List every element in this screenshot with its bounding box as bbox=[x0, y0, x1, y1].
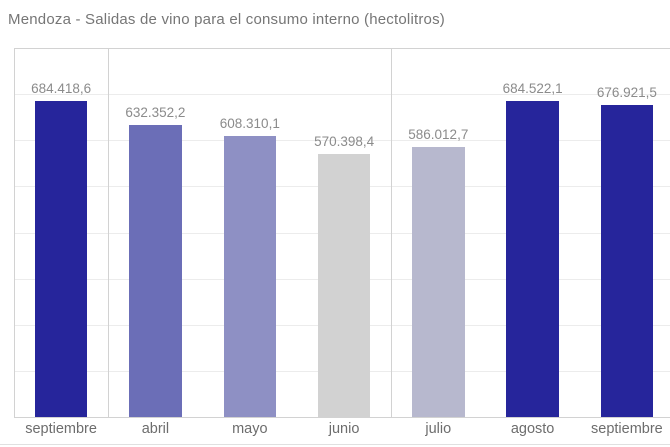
bar-value-label: 570.398,4 bbox=[314, 133, 375, 149]
bar-value-label: 684.522,1 bbox=[502, 81, 563, 97]
bar-value-label: 684.418,6 bbox=[31, 81, 92, 97]
x-axis-label-julio: julio bbox=[425, 421, 452, 437]
bottom-divider bbox=[0, 444, 670, 445]
x-axis-label-mayo: mayo bbox=[232, 421, 268, 437]
bar-value-label: 586.012,7 bbox=[408, 126, 469, 142]
gridline bbox=[14, 94, 670, 96]
bar-value-label: 608.310,1 bbox=[219, 116, 280, 132]
bar-mayo[interactable] bbox=[223, 136, 276, 417]
pane-top-border bbox=[14, 48, 670, 49]
x-axis-label-junio: junio bbox=[328, 421, 360, 437]
bar-value-label: 632.352,2 bbox=[125, 105, 186, 121]
bar-julio[interactable] bbox=[412, 146, 465, 417]
pane-left-border bbox=[14, 48, 15, 417]
bar-junio[interactable] bbox=[317, 153, 371, 417]
pane-divider bbox=[108, 48, 110, 417]
chart-title: Mendoza - Salidas de vino para el consum… bbox=[8, 11, 445, 28]
x-axis-label-agosto: agosto bbox=[510, 421, 555, 437]
gridline bbox=[14, 140, 670, 142]
bar-septiembre[interactable] bbox=[600, 104, 654, 417]
bar-abril[interactable] bbox=[129, 125, 182, 417]
x-axis-line bbox=[14, 417, 670, 418]
bar-agosto[interactable] bbox=[506, 101, 559, 417]
bar-value-label: 676.921,5 bbox=[596, 84, 657, 100]
x-axis-label-septiembre: septiembre bbox=[25, 421, 97, 437]
x-axis-label-abril: abril bbox=[141, 421, 170, 437]
x-axis-label-septiembre: septiembre bbox=[591, 421, 663, 437]
bar-septiembre[interactable] bbox=[34, 101, 88, 417]
pane-divider bbox=[391, 48, 393, 417]
